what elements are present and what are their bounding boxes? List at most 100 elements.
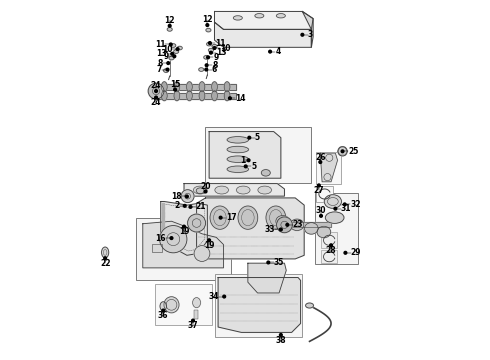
Text: 25: 25	[348, 147, 358, 156]
Bar	[152, 244, 162, 252]
Ellipse shape	[199, 82, 205, 92]
Circle shape	[148, 83, 164, 99]
Polygon shape	[161, 202, 207, 255]
Bar	[321, 249, 337, 263]
Ellipse shape	[210, 206, 230, 229]
Polygon shape	[215, 12, 313, 30]
Circle shape	[169, 24, 171, 27]
Circle shape	[171, 53, 173, 55]
Circle shape	[223, 295, 225, 298]
Circle shape	[344, 251, 347, 254]
Circle shape	[330, 244, 332, 247]
Bar	[162, 211, 164, 213]
Circle shape	[318, 184, 320, 187]
Bar	[162, 229, 164, 231]
Text: 13: 13	[156, 49, 167, 58]
Ellipse shape	[212, 82, 218, 92]
Polygon shape	[320, 153, 338, 182]
Circle shape	[210, 51, 212, 54]
Ellipse shape	[177, 46, 182, 50]
Circle shape	[208, 239, 211, 242]
Ellipse shape	[324, 195, 342, 208]
Polygon shape	[248, 263, 286, 293]
Circle shape	[267, 261, 270, 264]
Bar	[157, 93, 236, 99]
Text: 31: 31	[341, 204, 351, 213]
Circle shape	[162, 309, 165, 312]
Circle shape	[245, 165, 247, 168]
Bar	[315, 193, 358, 264]
Circle shape	[166, 68, 169, 71]
Ellipse shape	[215, 186, 228, 194]
Ellipse shape	[208, 48, 214, 52]
Ellipse shape	[164, 69, 169, 72]
Polygon shape	[218, 278, 300, 332]
Circle shape	[173, 55, 176, 58]
Polygon shape	[215, 22, 311, 47]
Text: 5: 5	[251, 162, 256, 171]
Bar	[157, 84, 236, 90]
Text: 14: 14	[235, 94, 246, 103]
Text: 4: 4	[275, 47, 281, 56]
Text: 7: 7	[157, 65, 162, 74]
Circle shape	[206, 24, 209, 26]
Bar	[157, 84, 236, 90]
Text: 37: 37	[188, 321, 198, 330]
Bar	[162, 203, 164, 205]
Circle shape	[205, 64, 208, 67]
Ellipse shape	[161, 82, 167, 92]
Ellipse shape	[224, 82, 230, 92]
Circle shape	[269, 50, 271, 53]
Ellipse shape	[227, 146, 248, 153]
Ellipse shape	[169, 56, 174, 60]
Ellipse shape	[199, 68, 204, 71]
Ellipse shape	[255, 14, 264, 18]
Bar	[194, 310, 198, 319]
Text: 29: 29	[351, 248, 361, 257]
Bar	[316, 186, 333, 202]
Circle shape	[213, 47, 216, 49]
Ellipse shape	[160, 302, 167, 311]
Circle shape	[183, 225, 185, 228]
Text: 27: 27	[314, 186, 324, 195]
Ellipse shape	[164, 297, 179, 313]
Bar	[162, 213, 164, 216]
Ellipse shape	[173, 50, 179, 53]
Text: 24: 24	[151, 81, 161, 90]
Text: 10: 10	[220, 44, 230, 53]
Ellipse shape	[258, 186, 271, 194]
Text: 10: 10	[162, 45, 172, 54]
Circle shape	[170, 237, 173, 239]
Text: 3: 3	[308, 30, 313, 39]
Bar	[157, 93, 236, 99]
Text: 9: 9	[214, 53, 219, 62]
Bar	[162, 221, 164, 223]
Circle shape	[192, 319, 195, 322]
Circle shape	[286, 224, 289, 226]
Circle shape	[338, 147, 347, 156]
Text: 1: 1	[240, 156, 245, 165]
Ellipse shape	[227, 136, 248, 143]
Circle shape	[174, 88, 176, 91]
Circle shape	[204, 190, 207, 193]
Circle shape	[176, 48, 179, 50]
Text: 19: 19	[179, 227, 189, 236]
Bar	[205, 127, 311, 183]
Ellipse shape	[101, 247, 109, 258]
Bar	[162, 231, 164, 234]
Text: 26: 26	[315, 153, 325, 162]
Text: 15: 15	[170, 80, 180, 89]
Text: 22: 22	[100, 259, 110, 268]
Ellipse shape	[187, 91, 192, 101]
Circle shape	[104, 257, 106, 260]
Ellipse shape	[187, 82, 192, 92]
Circle shape	[319, 161, 321, 163]
Ellipse shape	[227, 156, 248, 162]
Text: 16: 16	[156, 234, 166, 243]
Bar	[136, 218, 231, 280]
Text: 33: 33	[265, 225, 275, 234]
Text: 18: 18	[171, 192, 181, 201]
Text: 24: 24	[151, 98, 161, 107]
Circle shape	[170, 43, 172, 46]
Ellipse shape	[238, 206, 258, 229]
